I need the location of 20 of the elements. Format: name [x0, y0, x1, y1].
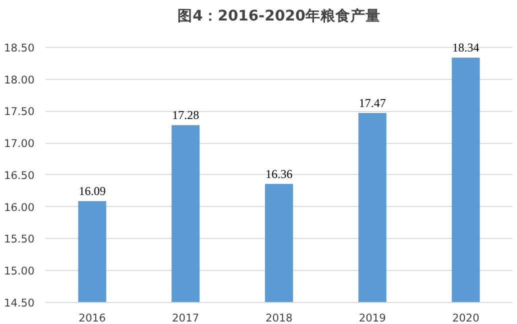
y-tick-label: 16.00 [4, 200, 35, 214]
data-label: 16.36 [266, 166, 292, 181]
y-tick-label: 14.50 [4, 296, 35, 310]
x-tick-label: 2018 [265, 312, 293, 324]
x-tick-label: 2020 [452, 312, 480, 324]
data-label: 16.09 [78, 184, 106, 198]
chart-title: 图4：2016-2020年粮食产量 [178, 8, 380, 24]
x-tick-label: 2017 [172, 312, 200, 324]
y-tick-label: 15.00 [4, 264, 35, 278]
data-label: 17.47 [358, 96, 386, 110]
y-tick-label: 18.50 [4, 41, 35, 54]
y-tick-label: 16.50 [4, 168, 35, 182]
x-tick-label: 2016 [78, 312, 106, 324]
y-tick-label: 15.50 [4, 232, 35, 246]
y-tick-label: 17.50 [4, 105, 35, 118]
x-tick-label: 2019 [358, 312, 386, 324]
data-label: 17.28 [172, 108, 200, 122]
y-tick-label: 18.00 [4, 73, 35, 86]
data-label: 18.34 [452, 40, 480, 55]
y-tick-label: 17.00 [4, 137, 35, 150]
